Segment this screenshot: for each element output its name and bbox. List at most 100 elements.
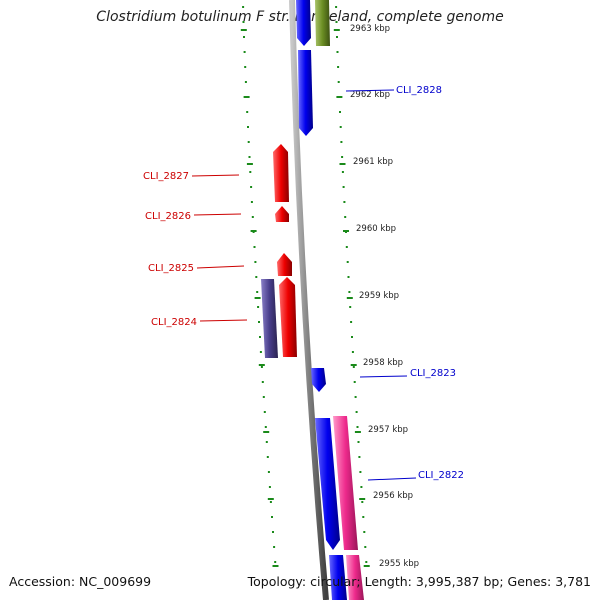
accession-text: Accession: NC_009699 [9, 574, 152, 589]
track-dot [357, 441, 360, 443]
track-dot [246, 111, 249, 113]
track-dot [271, 516, 273, 518]
genome-backbone [289, 0, 329, 600]
gene-feature-cli-2826[interactable] [275, 206, 289, 222]
track-dot [351, 336, 353, 338]
track-dot [345, 246, 348, 248]
tick-label: 2962 kbp [350, 90, 390, 100]
track-dot [343, 201, 346, 203]
gene-label-cli-2824[interactable]: CLI_2824 [151, 317, 197, 328]
track-dot [360, 486, 363, 488]
track-dot [341, 171, 344, 173]
track-dot [336, 51, 339, 53]
tick-label: 2955 kbp [379, 559, 419, 569]
gene-label-cli-2826[interactable]: CLI_2826 [145, 211, 191, 222]
tick-label: 2960 kbp [356, 224, 396, 234]
track-dot [265, 441, 268, 443]
track-dot [248, 156, 251, 158]
track-dot [244, 66, 247, 68]
track-dot [242, 6, 245, 8]
gene-feature-top-blue[interactable] [296, 0, 311, 46]
track-dot [256, 291, 259, 293]
tick-label: 2956 kbp [373, 491, 413, 501]
track-dot [335, 21, 338, 23]
track-dot [336, 36, 338, 38]
track-dot [362, 516, 365, 518]
track-dot [242, 21, 245, 23]
track-dot [268, 486, 271, 488]
major-tick [363, 565, 370, 567]
dotted-tracks [242, 6, 368, 563]
gene-feature-cli-2822[interactable] [315, 418, 340, 550]
genome-summary-text: Topology: circular; Length: 3,995,387 bp… [247, 574, 591, 589]
gene-label-cli-2823[interactable]: CLI_2823 [410, 368, 456, 379]
gene-label-cli-2828[interactable]: CLI_2828 [396, 85, 442, 96]
track-dot [259, 351, 262, 353]
track-dot [253, 246, 256, 248]
track-dot [261, 381, 264, 383]
major-tick [246, 163, 253, 165]
major-tick [263, 431, 270, 433]
major-tick [333, 29, 340, 31]
track-dot [243, 51, 246, 53]
gene-feature-cli-2828[interactable] [298, 50, 313, 136]
track-dot [243, 36, 245, 38]
track-dot [247, 126, 249, 128]
track-dot [352, 366, 355, 368]
track-dot [335, 6, 338, 8]
track-dot [262, 396, 265, 398]
track-dot [258, 321, 260, 323]
gene-feature-cli-2824-red[interactable] [279, 277, 297, 357]
gene-feature-cli-2827[interactable] [273, 144, 289, 202]
major-tick [258, 364, 265, 366]
tick-labels: 2963 kbp 2962 kbp 2961 kbp 2960 kbp 2959… [350, 24, 419, 569]
gene-feature-cli-2823[interactable] [311, 368, 326, 392]
major-tick [250, 230, 257, 232]
major-tick [354, 431, 361, 433]
track-dot [364, 546, 367, 548]
tick-marks [240, 29, 370, 567]
tick-label: 2957 kbp [368, 425, 408, 435]
track-dot [340, 141, 343, 143]
major-tick [240, 29, 247, 31]
major-tick [272, 565, 279, 567]
track-dot [272, 531, 274, 533]
gene-feature-cli-2825[interactable] [277, 253, 292, 276]
major-tick [359, 498, 366, 500]
major-tick [350, 364, 357, 366]
gene-feature-top-olive[interactable] [315, 0, 330, 46]
track-dot [341, 156, 344, 158]
major-tick [254, 297, 261, 299]
tick-label: 2958 kbp [363, 358, 403, 368]
track-dot [267, 471, 270, 473]
track-dot [351, 351, 354, 353]
track-dot [339, 126, 342, 128]
right-gene-labels: CLI_2828 CLI_2823 CLI_2822 [345, 85, 464, 481]
gene-feature-bottom-pink[interactable] [346, 555, 364, 600]
gene-feature-cli-2824[interactable] [261, 279, 278, 358]
track-dot [347, 276, 350, 278]
track-dot [355, 411, 358, 413]
track-dot [264, 426, 267, 428]
track-dot [254, 261, 257, 263]
gene-feature-cli-2822-pink[interactable] [333, 416, 358, 550]
track-dot [348, 291, 351, 293]
gene-label-cli-2825[interactable]: CLI_2825 [148, 263, 194, 274]
track-dot [259, 336, 261, 338]
gene-feature-bottom-blue[interactable] [329, 555, 347, 600]
tick-label: 2961 kbp [353, 157, 393, 167]
track-dot [263, 411, 266, 413]
track-dot [249, 171, 252, 173]
left-gene-labels: CLI_2827 CLI_2826 CLI_2825 CLI_2824 [143, 171, 248, 328]
major-tick [243, 96, 250, 98]
track-dot [260, 366, 263, 368]
track-dot [257, 306, 260, 308]
gene-label-cli-2822[interactable]: CLI_2822 [418, 470, 464, 481]
track-dot [250, 201, 253, 203]
gene-label-cli-2827[interactable]: CLI_2827 [143, 171, 189, 182]
tick-label: 2959 kbp [359, 291, 399, 301]
track-dot [337, 66, 340, 68]
track-dot [266, 456, 269, 458]
track-dot [342, 186, 345, 188]
track-dot [356, 426, 359, 428]
